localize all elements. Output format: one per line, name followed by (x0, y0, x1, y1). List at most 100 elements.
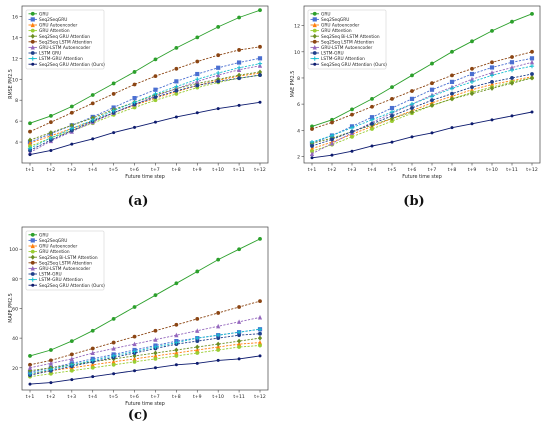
data-point (236, 319, 242, 324)
data-point (195, 344, 200, 350)
data-point (174, 92, 179, 96)
legend-label: Seq2SeqGRU (39, 238, 67, 244)
data-point (430, 98, 434, 103)
data-point (111, 340, 116, 345)
series-line (311, 73, 533, 147)
x-tick-label: t+10 (212, 167, 224, 173)
data-point (69, 122, 74, 128)
y-tick-label: 6 (15, 119, 18, 125)
data-point (237, 247, 241, 252)
data-point (153, 350, 158, 356)
y-tick-label: 4 (297, 128, 300, 134)
series-9 (27, 61, 263, 151)
data-point (429, 87, 435, 92)
legend-marker (30, 265, 35, 271)
data-point (236, 338, 242, 344)
data-point (450, 91, 454, 96)
data-point (174, 115, 178, 119)
data-point (350, 129, 354, 134)
data-point (530, 72, 534, 76)
data-point (310, 144, 314, 148)
series-line (311, 111, 533, 159)
data-point (153, 91, 158, 97)
data-point (195, 328, 200, 333)
series-line (29, 74, 261, 147)
data-point (132, 105, 137, 110)
data-point (132, 334, 137, 339)
data-point (258, 331, 262, 336)
data-point (111, 108, 116, 113)
series-10 (310, 110, 534, 160)
data-point (257, 69, 263, 75)
legend-label: Seq2Seq GRU Attention (Ours) (39, 283, 105, 289)
data-point (350, 134, 354, 139)
data-point (410, 106, 414, 110)
series-line (29, 333, 261, 376)
data-point (489, 65, 495, 70)
data-point (258, 44, 262, 49)
legend-label: GRU-LSTM Autoencoder (39, 45, 91, 51)
data-point (258, 299, 262, 303)
legend-marker (30, 33, 35, 39)
data-point (174, 347, 179, 353)
data-point (216, 79, 221, 84)
x-tick-label: t+12 (254, 394, 266, 400)
data-point (236, 341, 242, 347)
data-point (257, 314, 263, 320)
data-point (69, 339, 74, 343)
legend-box (307, 9, 387, 70)
legend-marker (30, 17, 35, 22)
data-point (195, 269, 200, 274)
data-point (390, 140, 394, 144)
series-line (29, 337, 261, 372)
data-point (216, 333, 221, 338)
x-tick-label: t+11 (506, 167, 518, 173)
data-point (216, 348, 221, 352)
data-point (28, 121, 32, 126)
data-point (112, 131, 116, 135)
y-tick-label: 8 (297, 76, 300, 82)
data-point (69, 104, 74, 109)
series-6 (28, 44, 262, 134)
data-point (330, 120, 334, 125)
data-point (195, 77, 200, 82)
data-point (90, 350, 95, 356)
data-point (27, 137, 33, 143)
data-point (236, 65, 242, 70)
data-point (49, 114, 53, 118)
data-point (370, 121, 374, 126)
figure-caption: (b) (403, 194, 424, 209)
data-point (369, 117, 375, 122)
y-tick-label: 14 (12, 35, 18, 41)
data-point (111, 81, 116, 86)
data-point (410, 73, 414, 78)
data-point (70, 142, 74, 146)
data-point (132, 305, 137, 309)
data-point (409, 109, 415, 115)
data-point (469, 87, 475, 92)
series-6 (28, 299, 262, 367)
data-point (490, 60, 494, 65)
data-point (450, 73, 454, 78)
data-point (470, 122, 474, 126)
data-point (529, 56, 535, 61)
legend-label: Seq2SeqGRU (39, 17, 67, 23)
x-tick-label: t+11 (233, 167, 245, 173)
data-point (258, 8, 262, 13)
data-point (90, 117, 95, 123)
x-tick-label: t+4 (88, 394, 97, 400)
data-point (389, 109, 395, 115)
data-point (530, 49, 534, 54)
series-3 (27, 340, 263, 376)
data-point (195, 83, 200, 88)
data-point (390, 85, 394, 90)
data-point (174, 281, 179, 286)
y-tick-label: 20 (12, 366, 18, 372)
legend-marker (30, 11, 35, 16)
data-point (369, 115, 375, 120)
data-point (90, 365, 95, 370)
data-point (174, 79, 179, 84)
data-point (258, 73, 262, 77)
